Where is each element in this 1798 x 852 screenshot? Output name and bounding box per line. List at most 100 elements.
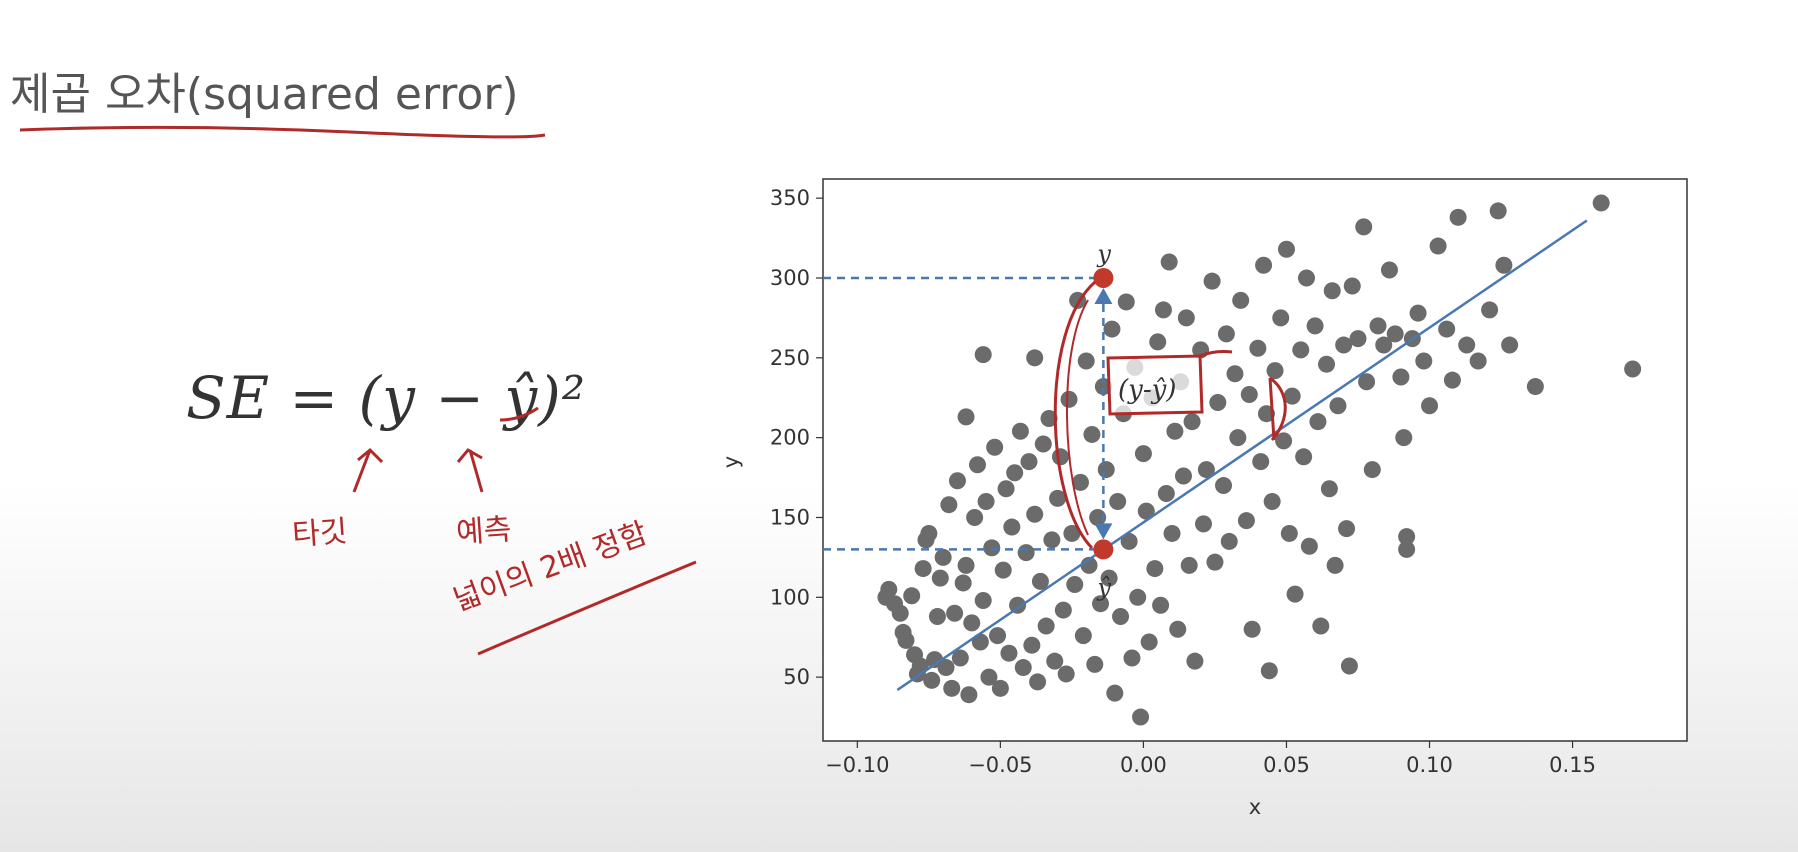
diff-square-mark [1199,350,1233,358]
data-point [1060,390,1078,408]
data-point [903,587,921,605]
x-axis-label: x [1249,795,1261,819]
data-point [974,592,992,609]
data-point [1295,448,1313,466]
data-point [1071,473,1089,491]
data-point [1169,620,1187,638]
data-point [1335,336,1353,354]
data-point [897,631,915,649]
data-point [966,508,984,526]
data-point [983,539,1001,557]
data-point [1097,461,1115,479]
data-point [1306,317,1324,335]
x-tick-label: 0.05 [1263,753,1310,777]
data-point [1363,461,1381,479]
data-point [1014,659,1032,677]
data-point [1103,320,1121,338]
data-point [1252,453,1270,471]
data-point [1343,277,1361,295]
data-point [1297,269,1315,287]
square-underline [499,406,539,422]
data-point [1443,371,1461,389]
data-point [1226,365,1244,383]
data-point [1320,480,1338,498]
data-point [1338,520,1356,538]
data-point [1220,532,1238,550]
predicted-point [1093,539,1114,560]
data-point [1415,352,1433,370]
residual-arrow-down [1094,523,1113,540]
data-point [1449,208,1467,226]
data-point [1132,708,1150,726]
data-point [1046,652,1064,670]
data-point [1349,330,1367,348]
y-tick-label: 300 [770,266,810,290]
x-tick-label: 0.10 [1406,753,1453,777]
data-point [1309,413,1327,431]
data-point [1029,673,1047,691]
data-point [1023,636,1041,654]
y-axis-label: y [719,456,743,468]
data-point [1117,293,1135,311]
data-point [1074,627,1092,645]
data-point [1358,373,1376,391]
data-point [1217,325,1235,343]
data-point [1057,665,1075,683]
data-point [968,456,986,474]
data-point [1146,560,1164,578]
data-point [948,472,966,490]
data-point [1006,464,1024,482]
data-point [1592,194,1610,212]
data-point [1495,256,1513,274]
data-point [1283,387,1301,405]
slide-title: 제곱 오차(squared error) [10,69,519,120]
data-point [1120,532,1138,550]
data-point [1380,261,1398,279]
data-point [980,668,998,686]
y-tick-label: 150 [770,505,810,529]
data-point [1123,649,1141,667]
se-formula: SE = (y − ŷ)² [186,364,587,432]
data-point [1386,325,1404,343]
data-point [1292,341,1310,359]
data-point [1312,617,1330,635]
data-point [986,438,1004,456]
data-point [1277,240,1295,258]
data-point [1063,524,1081,542]
data-point [960,686,978,704]
arc-annotation [1053,280,1096,550]
data-point [1077,352,1095,370]
data-point [1089,508,1107,526]
data-point [1438,320,1456,338]
data-point [1026,349,1044,367]
data-point [1209,394,1227,412]
data-point [1429,237,1447,255]
title-underline [19,125,546,139]
data-point [1109,493,1127,511]
data-point [1149,333,1167,351]
data-point [1054,601,1072,619]
data-point [1197,461,1215,479]
data-point [1392,368,1410,386]
diff-box [1106,354,1204,416]
data-point [1229,429,1247,447]
data-point [1129,588,1147,606]
data-point [1106,684,1124,702]
data-point [1174,467,1192,485]
data-point [1409,304,1427,322]
data-point [1083,425,1101,443]
data-point [1112,607,1130,625]
data-point [1043,531,1061,549]
data-point [963,614,981,632]
y-tick-label: 50 [783,665,810,689]
y-marker-label: y [1096,240,1111,268]
data-point [1051,448,1069,466]
data-point [1017,544,1035,562]
prediction-arrow [456,448,484,493]
data-point [974,346,992,364]
note-underline [477,560,697,656]
data-point [920,524,938,542]
data-point [1255,256,1273,274]
data-point [1166,422,1184,440]
